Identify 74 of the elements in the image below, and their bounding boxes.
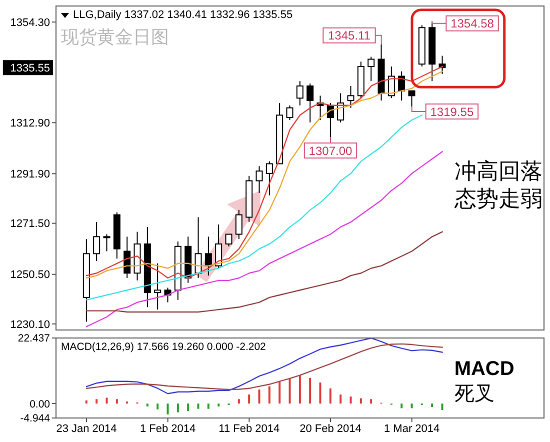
bar [207,404,210,409]
candlestick [347,85,354,108]
x-tick-label: 11 Feb 2014 [218,422,280,435]
annotation: 1319.55 [430,104,474,119]
y-tick-label: 1230.10 [10,318,50,331]
bar [166,404,169,414]
candlestick [93,222,100,262]
bar [319,382,322,404]
x-tick-label: 23 Jan 2014 [56,422,117,435]
candlestick [124,236,131,278]
candlestick [256,166,263,194]
bar [187,404,190,412]
bar [197,404,200,409]
bar [350,396,352,404]
candlestick [204,236,212,276]
bar [400,404,403,408]
candlestick [215,224,222,269]
y-tick-label: 0.00 [30,398,50,410]
y-tick-label: 1271.50 [10,218,50,230]
text: 态势走弱 [453,186,542,212]
bar [238,399,240,404]
candlestick [286,104,294,120]
bar [441,404,444,410]
bar [268,386,270,404]
text: 现货黄金日图 [61,27,169,47]
candlestick [296,80,304,106]
text: MACD [454,358,514,380]
bar [298,375,301,404]
annotation: 1307.00 [308,144,353,158]
bar [85,400,88,404]
bar [218,404,220,406]
y-tick-label: -4.944 [20,412,50,425]
candlestick [235,209,242,240]
x-tick-label: 20 Feb 2014 [300,422,362,435]
bar [431,404,434,408]
bar [116,399,118,404]
chart-title: MACD(12,26,9) 17.566 19.260 0.000 -2.202 [61,341,266,353]
candlestick [368,56,375,82]
line-series [86,114,423,300]
y-tick-label: 22.437 [18,332,50,345]
y-tick-label: 1291.90 [10,168,50,181]
bar [248,394,250,404]
bar [278,382,281,404]
candlestick [103,234,110,252]
bar [410,404,413,408]
annotation: 1345.11 [328,28,371,43]
text: 1335.55 [10,62,50,75]
x-tick-label: 1 Mar 2014 [384,422,440,435]
text: 1354.58 [450,16,494,31]
candlestick [306,83,314,123]
bar [258,390,260,404]
bar [360,398,362,404]
y-tick-label: 1312.90 [10,118,50,130]
y-tick-label: 1354.30 [10,16,50,29]
bar [370,399,372,404]
bar [106,398,108,404]
candlestick [266,160,273,196]
bar [146,404,148,406]
candlestick [225,234,232,247]
bar [176,404,179,412]
text: 死叉 [454,382,494,405]
bar [156,404,159,410]
bar [309,378,312,404]
candlestick [408,90,416,108]
x-tick-label: 1 Feb 2014 [140,422,196,435]
line-series [86,231,443,313]
bar [329,388,332,404]
chart-title: LLG,Daily 1337.02 1340.41 1332.96 1335.55 [73,9,293,21]
candlestick [154,262,162,310]
y-tick-label: 1250.50 [10,269,50,282]
bar [96,399,98,404]
bar [340,394,342,404]
text: 冲高回落 [454,158,542,184]
bar [288,378,291,404]
